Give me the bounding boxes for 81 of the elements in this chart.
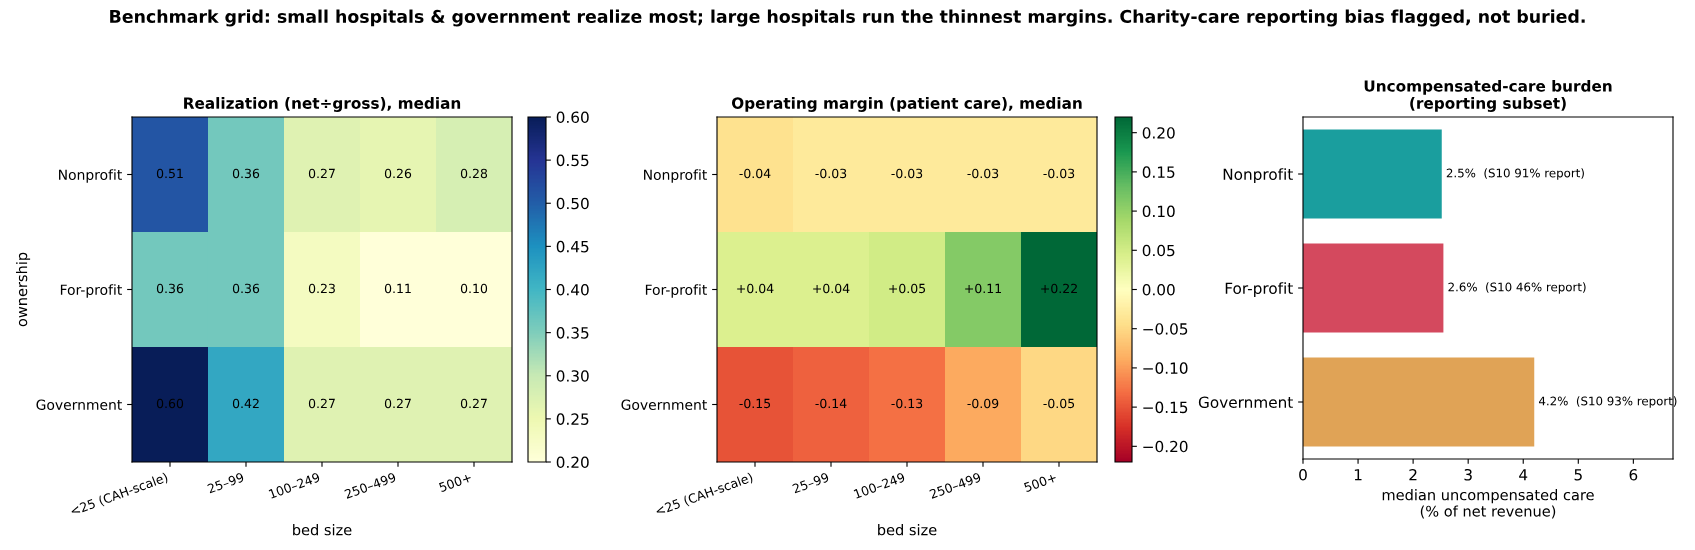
color-bar-label: 0.60 (556, 111, 589, 124)
x-tick-label: 1 (1354, 469, 1362, 481)
color-bar-label: 0.40 (556, 283, 589, 296)
color-bar-label: 0.50 (556, 197, 589, 210)
y-tick-label: For-profit (645, 284, 707, 298)
y-tick-label: Government (1198, 396, 1293, 409)
y-axis-title: ownership (15, 252, 31, 327)
color-bar-label: 0.25 (556, 413, 589, 425)
chart-title: Uncompensated-care burden (reporting subset) (1364, 79, 1612, 112)
chart-title: Realization (net÷gross), median (184, 97, 461, 112)
data-label: +0.04 (813, 283, 850, 294)
x-tick-label: 5 (1574, 469, 1582, 481)
bar (1303, 129, 1442, 219)
data-label: 0.27 (308, 398, 335, 409)
x-tick-label: 0 (1299, 468, 1307, 481)
color-bar-label: 0.20 (556, 456, 589, 469)
data-label: 0.27 (460, 398, 487, 409)
data-label: -0.14 (815, 398, 847, 409)
color-bar-label: 0.45 (556, 240, 589, 253)
y-tick-label: For-profit (1225, 282, 1293, 297)
data-label: 0.27 (308, 168, 335, 179)
x-tick-label: 2 (1409, 468, 1417, 481)
color-bar-label: 0.20 (1142, 127, 1175, 139)
x-tick-label: 500+ (1023, 472, 1057, 493)
color-bar-label: 0.10 (1142, 205, 1175, 218)
data-label: -0.03 (1043, 168, 1075, 179)
x-tick-label: 6 (1629, 468, 1638, 481)
bar (1303, 243, 1444, 333)
data-label: +0.05 (889, 283, 926, 294)
color-bar-label: 0.05 (1142, 244, 1175, 257)
color-bar-label: 0.30 (556, 370, 589, 382)
y-tick-label: For-profit (60, 284, 122, 298)
color-bar-label: 0.55 (556, 154, 589, 167)
data-label: -0.13 (891, 398, 923, 409)
data-label: 2.5% (S10 91% report) (1446, 168, 1584, 180)
data-label: 0.51 (156, 168, 183, 179)
color-bar-label: 0.35 (556, 327, 589, 339)
x-axis-title: median uncompensated care (% of net revenue) (1382, 489, 1594, 519)
y-tick-label: Government (621, 399, 707, 410)
data-label: +0.11 (965, 283, 1001, 294)
x-axis-title: bed size (878, 524, 937, 536)
color-bar-label: −0.10 (1143, 362, 1188, 374)
y-tick-label: Nonprofit (644, 169, 707, 183)
data-label: 0.36 (232, 168, 260, 179)
data-label: 0.60 (156, 398, 184, 409)
data-label: -0.05 (1043, 398, 1075, 409)
y-tick-label: Nonprofit (59, 169, 122, 183)
chart-title: Operating margin (patient care), median (731, 97, 1082, 112)
bar (1303, 357, 1535, 447)
color-bar-label: −0.20 (1143, 440, 1188, 453)
color-bar-label: 0.00 (1142, 283, 1175, 296)
x-tick-label: 3 (1464, 468, 1472, 481)
data-label: 0.23 (308, 283, 335, 294)
color-bar-label: −0.05 (1143, 323, 1188, 335)
text: Benchmark grid: small hospitals & government realize most; large hospitals run the thinnest margins. Charity-care reporting bias flagged, not buried. (110, 9, 1585, 27)
data-label: 0.11 (384, 283, 411, 294)
data-label: -0.03 (967, 168, 999, 179)
data-label: -0.03 (815, 168, 847, 179)
x-axis-title: bed size (293, 524, 352, 536)
data-label: -0.03 (891, 168, 923, 179)
data-label: +0.04 (737, 283, 774, 294)
color-bar-label: 0.15 (1142, 166, 1175, 178)
data-label: 0.36 (232, 283, 260, 294)
data-label: 0.10 (460, 283, 488, 294)
data-label: -0.15 (739, 398, 771, 409)
x-tick-label: 4 (1519, 469, 1528, 481)
data-label: 0.42 (232, 398, 259, 409)
data-label: 2.6% (S10 46% report) (1448, 282, 1586, 294)
data-label: 0.27 (384, 398, 411, 409)
data-label: -0.09 (967, 398, 999, 409)
y-tick-label: Government (36, 399, 122, 410)
data-label: 0.28 (460, 168, 488, 179)
x-tick-label: 500+ (438, 472, 472, 493)
color-bar-label: −0.15 (1143, 401, 1188, 414)
data-label: +0.22 (1041, 283, 1077, 294)
x-tick-label: 25–99 (792, 472, 830, 494)
y-tick-label: Nonprofit (1223, 168, 1293, 183)
data-label: 0.26 (384, 168, 412, 179)
data-label: 0.36 (156, 283, 184, 294)
data-label: -0.04 (739, 168, 771, 179)
x-tick-label: 25–99 (207, 472, 245, 494)
